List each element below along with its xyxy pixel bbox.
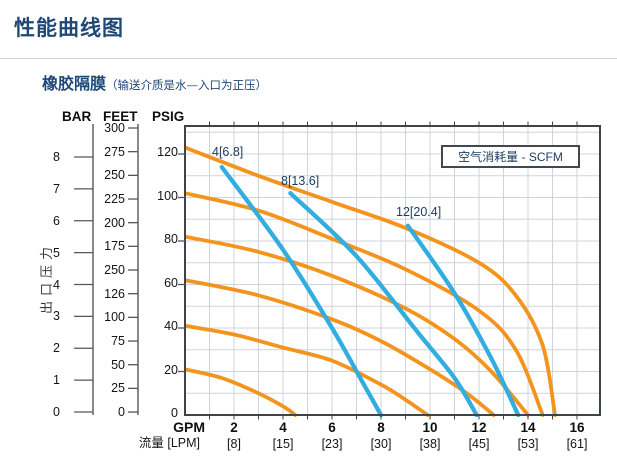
bar-tick-label: 0: [53, 405, 60, 419]
feet-tick-label: 250: [104, 263, 125, 278]
bar-tick-label: 3: [53, 309, 60, 324]
x-tick-lpm-label: [23]: [321, 437, 343, 451]
feet-tick-label: 300: [104, 121, 125, 135]
air-consumption-line-0: [219, 164, 384, 417]
bar-tick-label: 4: [53, 277, 60, 292]
x-tick-lpm-label: [30]: [370, 437, 392, 451]
x-tick-gpm-label: 12: [471, 420, 487, 435]
x-tick-gpm-label: 14: [520, 420, 536, 435]
air-line-label-8scfm: 8[13.6]: [281, 174, 320, 188]
bar-tick-label: 6: [53, 213, 60, 228]
x-tick-gpm-label: 16: [569, 420, 585, 435]
title-divider: [0, 58, 617, 59]
psig-tick-label: 60: [164, 275, 178, 290]
air-line-label-4scfm: 4[6.8]: [212, 145, 244, 159]
legend-label: 空气消耗量 - SCFM: [458, 150, 563, 164]
x-axis-unit-lpm: 流量 [LPM]: [138, 436, 200, 450]
psig-tick-label: 20: [164, 362, 178, 377]
x-axis-unit-gpm: GPM: [173, 419, 205, 435]
x-tick-gpm-label: 10: [422, 420, 438, 435]
air-consumption-line-2: [405, 223, 521, 417]
x-tick-gpm-label: 2: [230, 420, 238, 435]
chart-subtitle: 橡胶隔膜（输送介质是水—入口为正压）: [42, 70, 267, 94]
x-tick-lpm-label: [15]: [272, 437, 294, 451]
subtitle-note: （输送介质是水—入口为正压）: [106, 78, 268, 92]
bar-tick-label: 5: [53, 245, 60, 260]
bar-scale-header: BAR: [62, 109, 92, 124]
x-tick-gpm-label: 8: [377, 420, 385, 435]
psig-tick-label: 100: [157, 188, 178, 203]
psig-scale-header: PSIG: [152, 109, 185, 124]
feet-scale-header: FEET: [103, 109, 138, 124]
flow-curve-curve-41psig: [184, 323, 430, 417]
feet-tick-label: 250: [104, 168, 125, 183]
flow-curve-curve-62psig: [184, 278, 496, 417]
x-tick-lpm-label: [38]: [419, 437, 441, 451]
feet-tick-label: 50: [111, 357, 125, 372]
psig-tick-label: 120: [157, 145, 178, 159]
legend-box: 空气消耗量 - SCFM: [441, 145, 580, 168]
flow-curve-curve-102psig: [184, 191, 545, 417]
bar-tick-label: 7: [53, 181, 60, 196]
air-consumption-line-1: [288, 191, 479, 417]
flow-curve-curve-21psig: [184, 367, 298, 417]
feet-tick-label: 175: [104, 239, 125, 254]
feet-tick-label: 25: [111, 381, 125, 396]
flow-curve-curve-82psig: [184, 234, 530, 417]
air-line-label-12scfm: 12[20.4]: [396, 205, 442, 219]
bar-tick-label: 2: [53, 341, 60, 356]
x-tick-gpm-label: 6: [328, 420, 336, 435]
x-tick-lpm-label: [8]: [227, 437, 241, 451]
page-title: 性能曲线图: [14, 15, 124, 40]
bar-tick-label: 8: [53, 150, 60, 164]
x-tick-lpm-label: [61]: [566, 437, 588, 451]
x-tick-lpm-label: [53]: [517, 437, 539, 451]
feet-tick-label: 100: [104, 310, 125, 325]
psig-tick-label: 80: [164, 232, 178, 246]
psig-tick-label: 40: [164, 319, 178, 333]
x-tick-gpm-label: 4: [279, 420, 287, 435]
subtitle-main: 橡胶隔膜: [42, 74, 107, 93]
feet-tick-label: 200: [104, 215, 125, 230]
feet-tick-label: 75: [111, 334, 125, 349]
feet-tick-label: 225: [104, 192, 125, 206]
feet-tick-label: 0: [118, 405, 125, 420]
psig-tick-label: 0: [171, 406, 178, 420]
flow-curve-curve-123psig: [184, 145, 557, 417]
feet-tick-label: 275: [104, 144, 125, 159]
x-tick-lpm-label: [45]: [468, 437, 490, 451]
feet-tick-label: 126: [104, 286, 125, 301]
bar-tick-label: 1: [53, 373, 60, 388]
